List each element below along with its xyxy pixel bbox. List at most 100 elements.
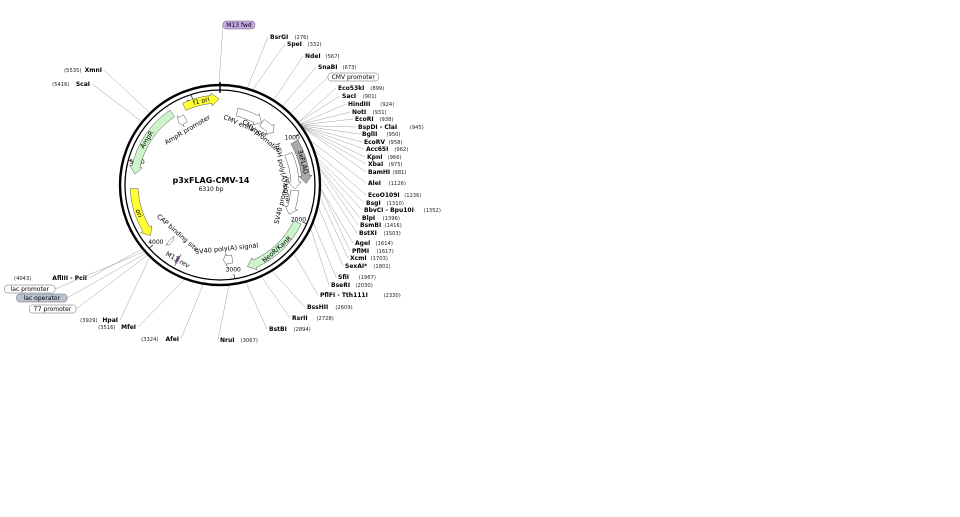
- site-t7-promoter[interactable]: T7 promoter: [29, 304, 77, 314]
- site-position: (3929): [80, 318, 97, 324]
- site-spei[interactable]: SpeI (332): [287, 41, 322, 48]
- site-eco53ki[interactable]: Eco53kI (899): [338, 85, 384, 92]
- site-blpi[interactable]: BlpI (1396): [362, 215, 400, 222]
- leader-line: [318, 162, 363, 211]
- site-position: (5416): [52, 82, 69, 88]
- leader-line: [300, 103, 347, 125]
- site-kpni[interactable]: KpnI (966): [367, 154, 402, 161]
- site-rsrii[interactable]: RsrII (2728): [292, 315, 334, 322]
- map-size: 6310 bp: [199, 186, 224, 193]
- feature-cap-binding-site[interactable]: CAP binding site: [155, 213, 200, 254]
- site-acc65i[interactable]: Acc65I (962): [366, 146, 408, 153]
- site-name: BsgI: [366, 200, 381, 207]
- site-name: XbaI: [368, 161, 383, 168]
- site-hpai[interactable]: HpaI (3929): [80, 317, 118, 324]
- feature-label: CAP binding site: [155, 213, 200, 254]
- site-bstxi[interactable]: BstXI (1503): [359, 230, 401, 237]
- site-position: (673): [343, 65, 357, 71]
- site-xmni[interactable]: XmnI (5535): [64, 67, 102, 74]
- leader-line: [300, 111, 351, 125]
- site-label-box: [4, 284, 56, 294]
- site-lac-operator[interactable]: lac operator: [16, 293, 68, 303]
- site-bspdi-clai[interactable]: BspDI - ClaI (945): [358, 124, 424, 131]
- leader-line: [293, 253, 319, 296]
- site-name: EcoO109I: [368, 192, 400, 199]
- site-afei[interactable]: AfeI (3324): [141, 336, 179, 343]
- site-position: (2330): [384, 293, 401, 299]
- site-mfei[interactable]: MfeI (3516): [98, 324, 136, 331]
- site-alei[interactable]: AleI (1126): [368, 180, 406, 187]
- site-bsgi[interactable]: BsgI (1310): [366, 200, 404, 207]
- site-position: (3324): [141, 337, 158, 343]
- site-position: (938): [380, 117, 394, 123]
- leader-line: [103, 69, 150, 113]
- site-noti[interactable]: NotI (931): [352, 109, 387, 116]
- feature-arrow: [290, 139, 313, 184]
- site-ecorv[interactable]: EcoRV (958): [364, 139, 402, 146]
- site-cmv-promoter[interactable]: CMV promoter: [327, 72, 379, 82]
- site-bsrgi[interactable]: BsrGI (276): [270, 34, 308, 41]
- site-xbai[interactable]: XbaI (975): [368, 161, 403, 168]
- site-saci[interactable]: SacI (901): [342, 93, 377, 100]
- site-ecori[interactable]: EcoRI (938): [355, 116, 393, 123]
- site-bglii[interactable]: BglII (950): [362, 131, 400, 138]
- site-sfii[interactable]: SfiI (1967): [338, 274, 376, 281]
- site-name: ScaI: [76, 81, 90, 88]
- feature-arrow: [177, 114, 188, 127]
- leader-line: [301, 118, 354, 126]
- site-bsshii[interactable]: BssHII (2609): [307, 304, 353, 311]
- site-xcmi[interactable]: XcmI (1703): [350, 255, 388, 262]
- tick-mark: [302, 221, 307, 225]
- tick-label: 1000: [285, 135, 300, 142]
- site-m13-fwd[interactable]: M13 fwd: [222, 20, 256, 30]
- site-afliii-pcii[interactable]: AflIII - PciI (4043): [14, 275, 87, 282]
- site-sexai[interactable]: SexAI* (1801): [345, 263, 391, 270]
- site-bamhi[interactable]: BamHI (981): [368, 169, 406, 176]
- site-scai[interactable]: ScaI (5416): [52, 81, 90, 88]
- site-position: (332): [308, 42, 322, 48]
- leader-line: [301, 125, 357, 128]
- site-name: BsrGI: [270, 34, 288, 41]
- leader-line: [320, 188, 354, 244]
- site-name: Acc65I: [366, 146, 388, 153]
- leader-line: [319, 168, 359, 226]
- site-name: SexAI*: [345, 263, 368, 270]
- site-position: (1310): [387, 201, 404, 207]
- site-bstbi[interactable]: BstBI (2894): [269, 326, 311, 333]
- site-pflmi[interactable]: PflMI (1617): [352, 248, 394, 255]
- site-name: NotI: [352, 109, 366, 116]
- site-snabi[interactable]: SnaBI (673): [318, 64, 356, 71]
- site-name: BglII: [362, 131, 377, 138]
- feature-arrow: [165, 235, 175, 247]
- site-bseri[interactable]: BseRI (2030): [331, 282, 373, 289]
- tick-mark: [233, 273, 235, 279]
- leader-line: [298, 87, 337, 122]
- site-nrui[interactable]: NruI (3067): [220, 337, 258, 344]
- feature-f1-ori[interactable]: f1 ori: [182, 92, 220, 111]
- site-position: (2609): [335, 305, 352, 311]
- leader-line: [54, 251, 145, 290]
- site-position: (950): [387, 132, 401, 138]
- feature-label: M13 rev: [164, 250, 191, 270]
- site-ecoo109i[interactable]: EcoO109I (1236): [368, 192, 421, 199]
- site-hindiii[interactable]: HindIII (924): [348, 101, 394, 108]
- leader-line: [318, 207, 344, 267]
- site-position: (981): [393, 170, 407, 176]
- site-name: lac promoter: [11, 286, 50, 293]
- site-name: EcoRI: [355, 116, 374, 123]
- site-pflfi-tth111i[interactable]: PflFI - Tth111I (2330): [320, 292, 401, 299]
- feature-m13-rev[interactable]: M13 rev: [164, 250, 191, 270]
- site-position: (1967): [359, 275, 376, 281]
- leader-line: [303, 128, 367, 173]
- site-name: HpaI: [102, 317, 118, 324]
- site-agei[interactable]: AgeI (1614): [355, 240, 393, 247]
- leader-line: [315, 151, 367, 196]
- feature-ori[interactable]: ori: [129, 188, 153, 236]
- feature-label: NeoR/KanR: [261, 234, 294, 264]
- site-ndei[interactable]: NdeI (567): [305, 53, 340, 60]
- site-bbvci-bpu10i[interactable]: BbvCI - Bpu10I (1352): [364, 207, 441, 214]
- site-bsmbi[interactable]: BsmBI (1416): [360, 222, 402, 229]
- site-position: (899): [370, 86, 384, 92]
- site-lac-promoter[interactable]: lac promoter: [4, 284, 56, 294]
- leader-line: [301, 125, 361, 135]
